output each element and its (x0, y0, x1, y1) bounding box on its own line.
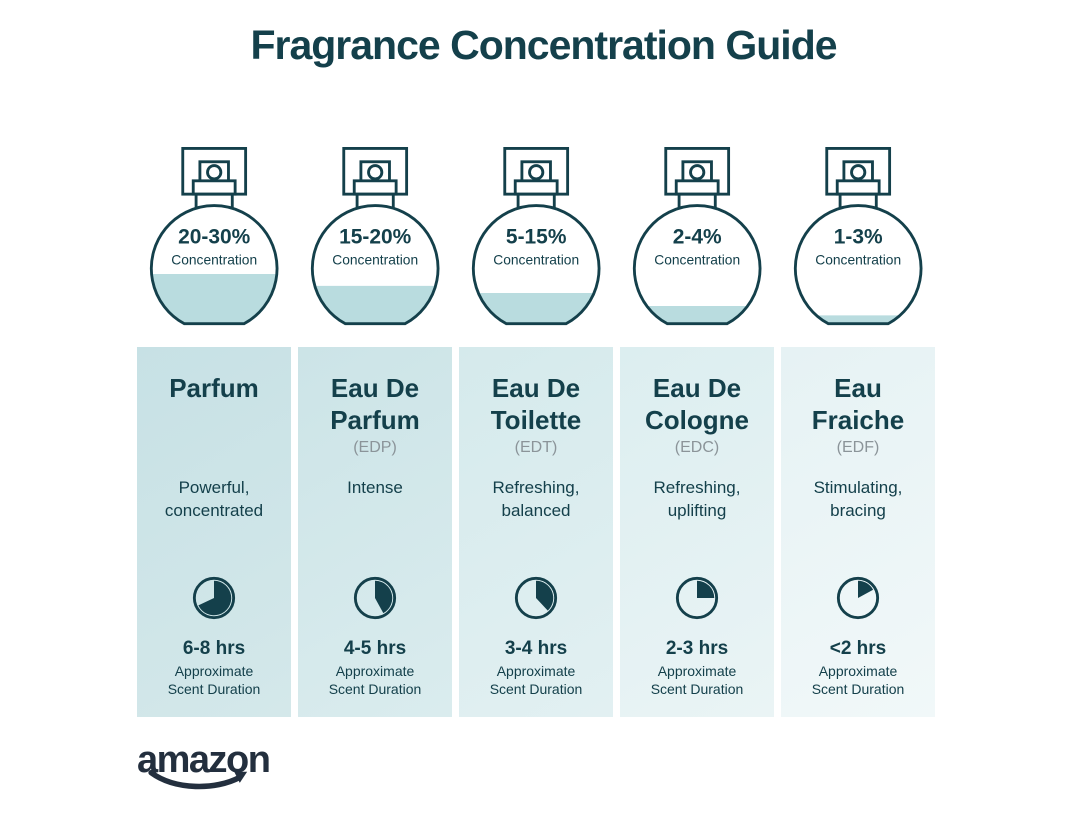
concentration-label: Concentration (493, 253, 579, 268)
fragrance-description: Powerful, concentrated (164, 478, 264, 520)
fragrance-panel-parfum: Parfum Powerful, concentrated 6-8 hrs Ap… (137, 347, 291, 717)
duration-caption: Approximate Scent Duration (328, 663, 422, 698)
duration-value: 6-8 hrs (182, 638, 246, 659)
perfume-bottle-icon: 5-15% Concentration (471, 147, 601, 326)
bottle-cell: 20-30% Concentration (137, 137, 291, 337)
fragrance-abbr: (EDC) (674, 439, 720, 457)
duration-clock-icon (675, 576, 719, 620)
fragrance-panel-eau-fraiche: Eau Fraiche (EDF) Stimulating, bracing <… (781, 347, 935, 717)
concentration-range: 1-3% (834, 226, 883, 249)
duration-clock-icon (192, 576, 236, 620)
fragrance-panel-eau-de-cologne: Eau De Cologne (EDC) Refreshing, uplifti… (620, 347, 774, 717)
amazon-smile-icon (148, 769, 248, 790)
fragrance-name: Eau De Cologne (645, 373, 749, 435)
concentration-label: Concentration (332, 253, 418, 268)
duration-clock-icon (514, 576, 558, 620)
perfume-bottle-icon: 20-30% Concentration (149, 147, 279, 326)
panel-head: Eau De Toilette (EDT) (459, 373, 613, 477)
fragrance-panel-eau-de-toilette: Eau De Toilette (EDT) Refreshing, balanc… (459, 347, 613, 717)
perfume-bottle-icon: 15-20% Concentration (310, 147, 440, 326)
concentration-label: Concentration (654, 253, 740, 268)
duration-value: <2 hrs (829, 638, 887, 659)
bottle-cell: 1-3% Concentration (781, 137, 935, 337)
fragrance-description: Refreshing, balanced (492, 478, 580, 520)
duration-caption: Approximate Scent Duration (489, 663, 583, 698)
footer: amazon (137, 739, 1087, 790)
panel-head: Eau De Parfum (EDP) (298, 373, 452, 477)
amazon-wordmark: amazon (137, 739, 271, 781)
amazon-logo: amazon (137, 739, 271, 790)
fragrance-abbr: (EDP) (353, 439, 397, 457)
panel-head: Eau Fraiche (EDF) (781, 373, 935, 477)
fragrance-panel-eau-de-parfum: Eau De Parfum (EDP) Intense 4-5 hrs Appr… (298, 347, 452, 717)
concentration-label: Concentration (171, 253, 257, 268)
concentration-range: 5-15% (506, 226, 567, 249)
concentration-range: 15-20% (339, 226, 412, 249)
fragrance-name: Parfum (169, 373, 259, 403)
bottles-row: 20-30% Concentration 15-20% Concentratio… (137, 137, 935, 337)
duration-clock-icon (353, 576, 397, 620)
duration-caption: Approximate Scent Duration (811, 663, 905, 698)
duration-clock-icon (836, 576, 880, 620)
panel-head: Eau De Cologne (EDC) (620, 373, 774, 477)
fragrance-abbr: (EDF) (836, 439, 880, 457)
fragrance-abbr: (EDT) (514, 439, 558, 457)
fragrance-description: Refreshing, uplifting (653, 478, 741, 520)
duration-caption: Approximate Scent Duration (167, 663, 261, 698)
fragrance-name: Eau De Toilette (490, 373, 582, 435)
duration-value: 2-3 hrs (665, 638, 729, 659)
bottle-cell: 2-4% Concentration (620, 137, 774, 337)
page-title: Fragrance Concentration Guide (250, 22, 837, 68)
concentration-range: 2-4% (673, 226, 722, 249)
concentration-range: 20-30% (178, 226, 251, 249)
perfume-bottle-icon: 2-4% Concentration (632, 147, 762, 326)
panel-head: Parfum (137, 373, 291, 477)
fragrance-name: Eau Fraiche (811, 373, 905, 435)
panels-row: Parfum Powerful, concentrated 6-8 hrs Ap… (137, 347, 935, 717)
bottle-cell: 15-20% Concentration (298, 137, 452, 337)
perfume-bottle-icon: 1-3% Concentration (793, 147, 923, 326)
fragrance-description: Stimulating, bracing (813, 478, 903, 520)
duration-caption: Approximate Scent Duration (650, 663, 744, 698)
fragrance-description: Intense (347, 478, 403, 497)
fragrance-name: Eau De Parfum (330, 373, 420, 435)
duration-value: 4-5 hrs (343, 638, 407, 659)
duration-value: 3-4 hrs (504, 638, 568, 659)
bottle-cell: 5-15% Concentration (459, 137, 613, 337)
concentration-label: Concentration (815, 253, 901, 268)
